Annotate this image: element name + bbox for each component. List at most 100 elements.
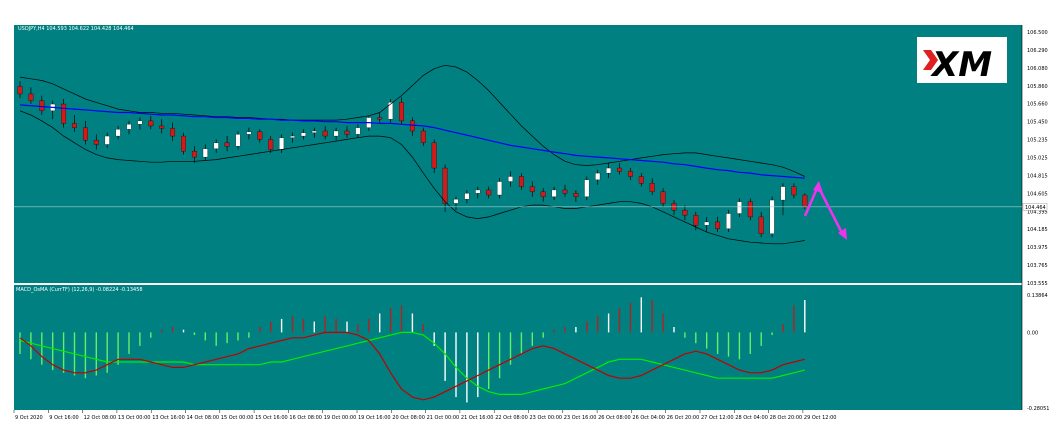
candle[interactable] bbox=[300, 129, 306, 140]
candle[interactable] bbox=[780, 183, 786, 216]
candle-body bbox=[497, 181, 503, 196]
candle[interactable] bbox=[82, 120, 88, 145]
candle[interactable] bbox=[213, 139, 219, 153]
candle-body bbox=[115, 129, 121, 137]
candle[interactable] bbox=[518, 173, 524, 190]
candle[interactable] bbox=[475, 186, 481, 199]
candle[interactable] bbox=[148, 115, 154, 130]
time-tick-label: 13 Oct 16:00 bbox=[152, 415, 185, 421]
candle[interactable] bbox=[682, 205, 688, 221]
candle[interactable] bbox=[769, 196, 775, 238]
candle-body bbox=[791, 186, 797, 196]
candle-body bbox=[649, 183, 655, 192]
candle-body bbox=[246, 131, 252, 135]
candle[interactable] bbox=[442, 164, 448, 212]
candle-body bbox=[747, 201, 753, 218]
candle[interactable] bbox=[551, 186, 557, 201]
candle[interactable] bbox=[181, 132, 186, 155]
candle[interactable] bbox=[333, 127, 339, 141]
candle-body bbox=[388, 102, 394, 120]
candle[interactable] bbox=[453, 196, 459, 211]
candle[interactable] bbox=[17, 81, 23, 99]
candle[interactable] bbox=[431, 139, 437, 174]
candle[interactable] bbox=[115, 125, 121, 140]
price-tick-label: 103.765 bbox=[1027, 263, 1048, 269]
candle[interactable] bbox=[322, 125, 328, 140]
macd-signal-line bbox=[19, 331, 805, 401]
candle[interactable] bbox=[736, 198, 742, 217]
candle[interactable] bbox=[202, 144, 208, 161]
candle[interactable] bbox=[235, 131, 241, 150]
candle[interactable] bbox=[606, 163, 612, 179]
price-tick-label: 105.450 bbox=[1027, 120, 1048, 126]
candle[interactable] bbox=[137, 117, 143, 130]
candle[interactable] bbox=[224, 136, 230, 152]
candle[interactable] bbox=[715, 216, 721, 233]
candle[interactable] bbox=[649, 178, 655, 195]
candle[interactable] bbox=[409, 117, 415, 137]
candle[interactable] bbox=[726, 210, 731, 233]
candle[interactable] bbox=[399, 97, 404, 125]
candle[interactable] bbox=[617, 163, 622, 175]
candle-body bbox=[431, 142, 437, 169]
macd-panel-bg bbox=[14, 285, 1022, 410]
candle[interactable] bbox=[562, 184, 568, 197]
candle[interactable] bbox=[747, 198, 753, 221]
candle[interactable] bbox=[344, 125, 350, 138]
candle-body bbox=[202, 148, 208, 158]
candle-body bbox=[529, 186, 535, 192]
candle-body bbox=[627, 171, 633, 177]
candle[interactable] bbox=[595, 169, 601, 185]
time-tick-label: 23 Oct 00:00 bbox=[530, 415, 563, 421]
current-price-label: 104.464 bbox=[1025, 205, 1046, 211]
candle-body bbox=[399, 102, 404, 122]
candle[interactable] bbox=[420, 127, 426, 147]
candle[interactable] bbox=[791, 183, 797, 199]
candle[interactable] bbox=[388, 99, 394, 123]
price-tick-label: 103.555 bbox=[1027, 281, 1048, 287]
candle[interactable] bbox=[660, 188, 666, 207]
candle[interactable] bbox=[638, 173, 644, 187]
candle[interactable] bbox=[497, 178, 503, 199]
candle[interactable] bbox=[290, 132, 295, 143]
candle[interactable] bbox=[159, 119, 165, 134]
candle[interactable] bbox=[104, 132, 110, 148]
macd-tick-label: 0.13864 bbox=[1027, 293, 1048, 299]
candle-body bbox=[17, 86, 23, 95]
candle[interactable] bbox=[170, 122, 176, 142]
candle[interactable] bbox=[627, 168, 633, 180]
forecast-down-head bbox=[838, 228, 847, 240]
candle[interactable] bbox=[464, 189, 470, 204]
candle-body bbox=[551, 189, 557, 197]
candle[interactable] bbox=[573, 189, 579, 202]
candle[interactable] bbox=[39, 95, 45, 115]
candle[interactable] bbox=[126, 120, 132, 135]
candle[interactable] bbox=[246, 127, 252, 140]
candle[interactable] bbox=[508, 171, 513, 187]
time-tick-label: 20 Oct 08:00 bbox=[392, 415, 425, 421]
price-tick-label: 104.815 bbox=[1027, 173, 1048, 179]
candle[interactable] bbox=[268, 136, 274, 153]
candle[interactable] bbox=[355, 124, 361, 138]
candle[interactable] bbox=[540, 188, 546, 202]
candle[interactable] bbox=[486, 186, 492, 199]
candle[interactable] bbox=[529, 181, 535, 197]
candle[interactable] bbox=[377, 112, 383, 123]
price-tick-label: 105.860 bbox=[1027, 84, 1048, 90]
candle[interactable] bbox=[72, 115, 77, 132]
candle[interactable] bbox=[311, 127, 317, 138]
time-tick-label: 21 Oct 00:00 bbox=[427, 415, 460, 421]
candle[interactable] bbox=[758, 211, 764, 238]
candle-body bbox=[562, 189, 568, 194]
candle[interactable] bbox=[257, 129, 263, 143]
candle[interactable] bbox=[61, 99, 67, 128]
candle[interactable] bbox=[191, 146, 197, 163]
macd-layer bbox=[19, 297, 806, 403]
price-tick-label: 105.025 bbox=[1027, 156, 1048, 162]
candle-body bbox=[584, 179, 590, 197]
candle[interactable] bbox=[704, 216, 710, 233]
candle[interactable] bbox=[584, 176, 590, 201]
candle-body bbox=[409, 120, 415, 132]
candle[interactable] bbox=[28, 87, 34, 105]
candle[interactable] bbox=[93, 134, 99, 150]
